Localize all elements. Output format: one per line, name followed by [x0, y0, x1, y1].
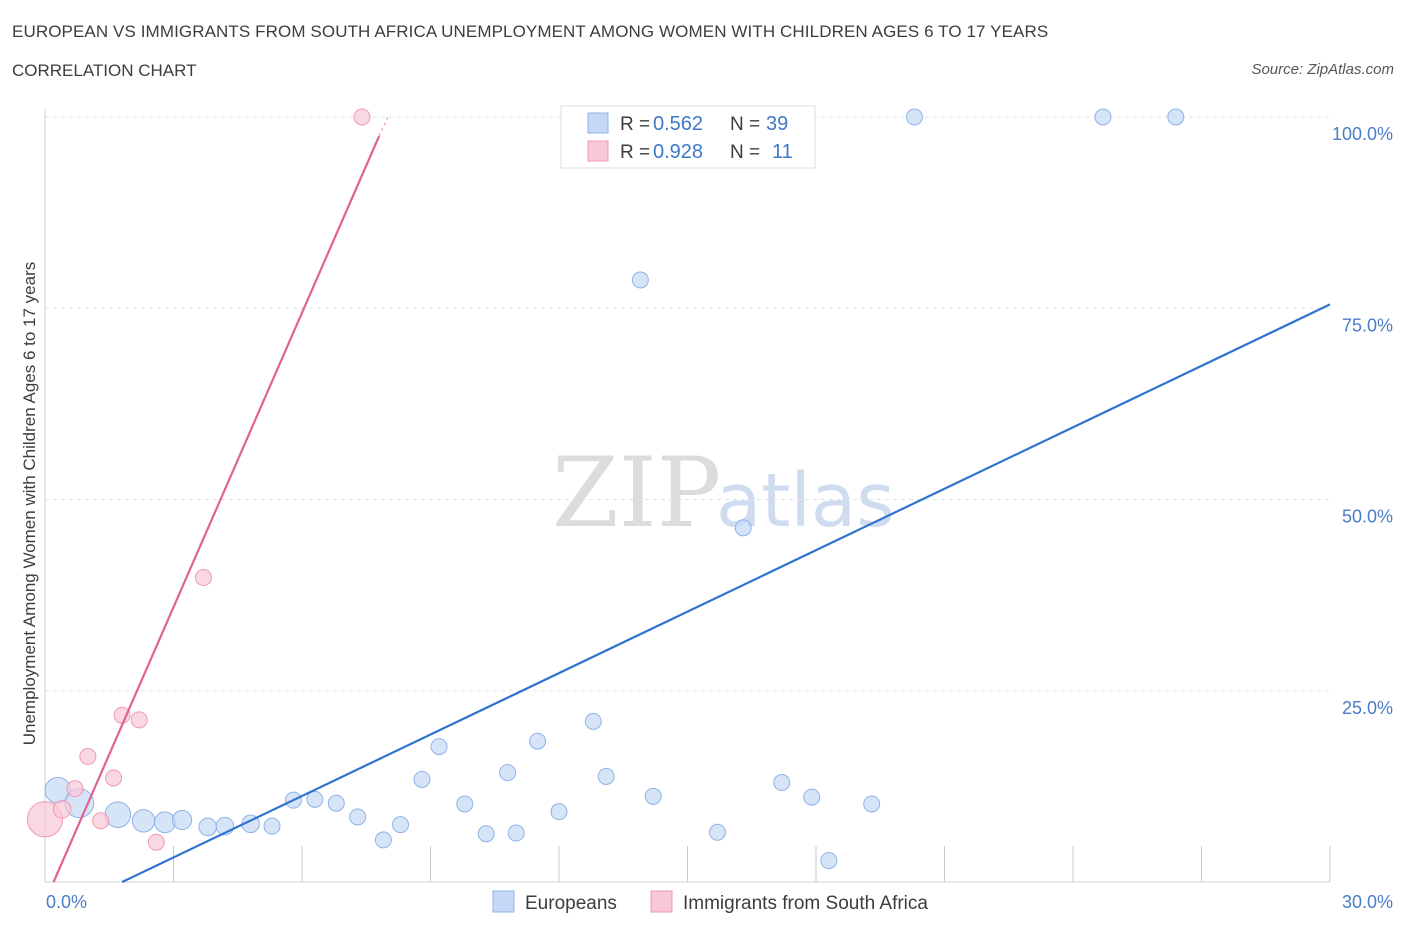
bottom-legend-swatch-immigrants — [650, 890, 673, 913]
point-europeans-4 — [154, 811, 176, 834]
point-europeans-9 — [263, 817, 281, 835]
legend-n-value-immigrants: 11 — [772, 141, 793, 163]
legend-n-value-europeans: 39 — [766, 113, 788, 135]
point-europeans-21 — [507, 824, 525, 842]
legend-r-value-immigrants: 0.928 — [653, 141, 703, 163]
point-europeans-18 — [456, 795, 474, 813]
point-immigrants-4 — [92, 812, 110, 830]
legend-swatch-europeans — [587, 112, 609, 134]
y-tick-label-0: 25.0% — [1342, 698, 1393, 718]
point-europeans-13 — [349, 808, 367, 826]
bottom-legend-swatch-europeans — [492, 890, 515, 913]
point-europeans-2 — [104, 801, 132, 828]
point-immigrants-3 — [79, 748, 97, 766]
chart-subtitle: CORRELATION CHART — [12, 61, 197, 80]
point-immigrants-9 — [194, 569, 212, 587]
chart-title: EUROPEAN VS IMMIGRANTS FROM SOUTH AFRICA… — [12, 22, 1049, 41]
point-europeans-5 — [171, 809, 193, 831]
point-immigrants-7 — [130, 711, 148, 729]
point-europeans-19 — [477, 825, 495, 843]
source-attribution: Source: ZipAtlas.com — [1251, 61, 1394, 78]
point-europeans-11 — [306, 790, 324, 808]
point-europeans-14 — [374, 831, 392, 849]
point-europeans-27 — [644, 787, 662, 805]
point-europeans-15 — [392, 816, 410, 834]
watermark: ZIP atlas — [552, 437, 895, 549]
point-europeans-26 — [631, 271, 649, 289]
bottom-legend: Europeans Immigrants from South Africa — [492, 890, 928, 914]
legend: R = 0.562 N = 39 R = 0.928 N = 11 — [560, 105, 816, 169]
point-immigrants-1 — [52, 800, 72, 819]
point-europeans-37 — [1094, 108, 1112, 126]
point-immigrants-8 — [147, 833, 165, 851]
point-europeans-33 — [803, 788, 821, 806]
legend-n-label-immigrants: N = — [730, 142, 760, 163]
point-europeans-34 — [820, 852, 838, 870]
point-immigrants-10 — [353, 108, 371, 126]
trend-line-europeans — [121, 303, 1331, 883]
bottom-legend-label-immigrants: Immigrants from South Africa — [683, 893, 928, 914]
legend-r-label-immigrants: R = — [620, 142, 650, 163]
y-tick-label-2: 75.0% — [1342, 315, 1393, 335]
point-europeans-30 — [734, 519, 752, 537]
point-europeans-12 — [327, 794, 345, 812]
y-axis-label: Unemployment Among Women with Children A… — [20, 262, 39, 746]
point-europeans-24 — [584, 712, 602, 730]
point-europeans-20 — [499, 764, 517, 782]
legend-n-label-europeans: N = — [730, 114, 760, 135]
point-europeans-35 — [863, 795, 881, 813]
point-europeans-3 — [131, 809, 156, 833]
point-europeans-38 — [1167, 108, 1185, 126]
trend-line-immigrants — [52, 135, 381, 883]
x-tick-label-0: 0.0% — [46, 892, 87, 912]
point-immigrants-5 — [105, 769, 123, 787]
y-tick-label-3: 100.0% — [1332, 124, 1393, 144]
bottom-legend-label-europeans: Europeans — [525, 893, 617, 914]
trend-extension-immigrants — [378, 113, 390, 137]
point-europeans-22 — [529, 732, 547, 750]
legend-r-value-europeans: 0.562 — [653, 113, 703, 135]
y-tick-labels: 25.0% 50.0% 75.0% 100.0% — [1332, 124, 1393, 718]
x-tick-label-1: 30.0% — [1342, 892, 1393, 912]
point-europeans-6 — [198, 817, 218, 837]
point-europeans-29 — [708, 823, 726, 841]
point-immigrants-2 — [66, 780, 84, 798]
grid — [45, 116, 1330, 692]
data-points — [26, 108, 1185, 870]
axes — [44, 109, 1331, 883]
x-tick-labels: 0.0% 30.0% — [46, 892, 1393, 912]
trend-lines — [52, 113, 1331, 883]
point-europeans-32 — [773, 774, 791, 792]
point-europeans-36 — [906, 108, 924, 126]
legend-swatch-immigrants — [587, 140, 609, 162]
point-europeans-17 — [430, 738, 448, 756]
point-europeans-25 — [597, 767, 615, 785]
legend-r-label-europeans: R = — [620, 114, 650, 135]
point-europeans-16 — [413, 770, 431, 788]
y-tick-label-1: 50.0% — [1342, 507, 1393, 527]
point-europeans-23 — [550, 803, 568, 821]
watermark-zip: ZIP — [552, 437, 721, 549]
